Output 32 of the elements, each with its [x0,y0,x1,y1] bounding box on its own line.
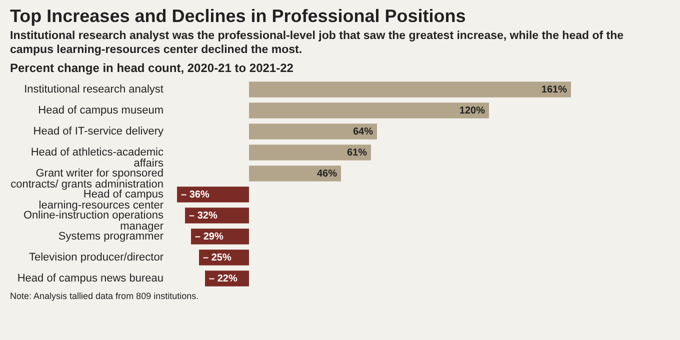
bar [249,144,371,160]
y-tick-label: Television producer/director [28,252,164,264]
annotation: Note: Analysis tallied data from 809 institutions. [10,291,200,301]
data-label: – 32% [189,210,218,222]
chart-title: Top Increases and Declines in Professional Positions [10,6,467,27]
data-label: 46% [316,168,338,180]
data-label: – 22% [209,274,238,284]
y-tick-label: Head of campus learning-resources center [38,188,164,212]
data-label: – 29% [195,232,224,242]
bar [249,124,377,140]
y-tick-label: Online-instruction operations manager [23,210,164,232]
y-tick-label: Institutional research analyst [24,84,164,96]
data-label: 120% [459,106,486,116]
data-label: – 25% [203,252,232,264]
bar [177,186,249,202]
data-label: 64% [352,126,374,138]
y-tick-label: Grant writer for sponsored contracts/ grants administration [10,168,164,190]
y-tick-label: Systems programmer [58,230,164,242]
data-label: 61% [346,148,368,158]
data-label: – 36% [181,190,210,200]
bar [249,102,489,118]
chart-subtitle: Institutional research analyst was the professional-level job that saw the greatest increase, while the head of the campus learning-resources center declined the most. [10,29,625,57]
y-tick-label: Head of athletics-academic affairs [30,146,164,170]
y-tick-label: Head of campus news bureau [17,272,164,284]
data-label: 161% [541,84,568,96]
text: Percent change in head count, 2020-21 to 2021-22 [10,61,294,75]
bar [191,228,249,244]
bar [249,82,571,98]
y-tick-label: Head of campus museum [38,104,164,116]
bar [249,166,341,182]
bar [185,208,249,224]
y-tick-label: Head of IT-service delivery [33,126,164,138]
